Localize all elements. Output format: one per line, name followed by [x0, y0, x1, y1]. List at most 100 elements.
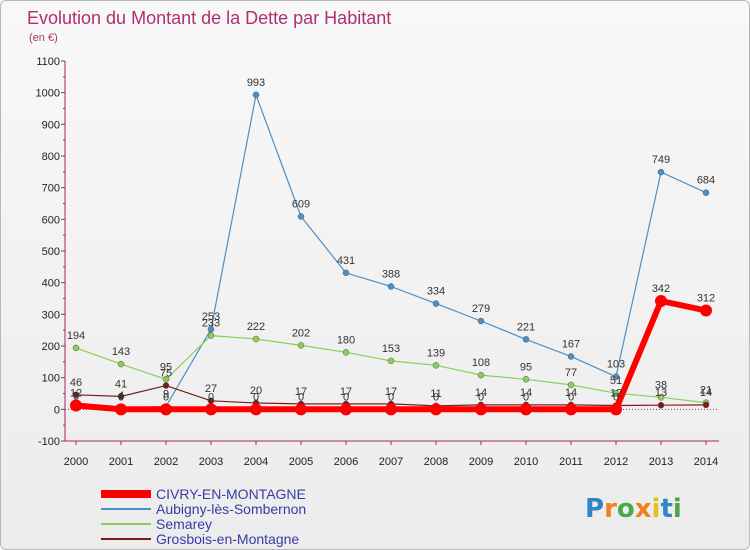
data-label: 749 [652, 154, 670, 166]
data-point [702, 401, 710, 409]
data-label: 41 [115, 378, 127, 390]
data-label: 253 [202, 311, 220, 323]
data-label: 4 [118, 390, 124, 402]
logo-letter: t [660, 494, 672, 524]
y-tick-label: 300 [42, 309, 60, 321]
data-label: 9 [163, 388, 169, 400]
data-point [522, 376, 530, 383]
data-label: 21 [700, 385, 712, 397]
data-point [70, 399, 82, 412]
data-point [205, 403, 217, 416]
chart-title: Evolution du Montant de la Dette par Hab… [27, 8, 391, 28]
data-point [342, 269, 350, 277]
y-tick-label: 800 [42, 151, 60, 163]
x-tick-label: 2005 [289, 456, 313, 468]
data-label: 993 [247, 77, 265, 89]
data-label: 0 [613, 391, 619, 403]
data-point [252, 335, 260, 343]
data-point [477, 317, 485, 325]
data-label: 139 [427, 347, 445, 359]
x-tick-label: 2009 [469, 456, 493, 468]
y-tick-label: 1100 [36, 56, 60, 68]
data-point [117, 360, 125, 368]
data-point [162, 376, 170, 383]
data-label: 12 [70, 388, 82, 400]
data-label: 46 [70, 377, 82, 389]
data-label: 0 [118, 391, 124, 403]
data-point [612, 373, 620, 380]
data-point [610, 403, 622, 416]
data-label: 202 [292, 327, 310, 339]
data-point [432, 300, 440, 307]
data-label: 12 [610, 388, 622, 400]
data-label: 431 [337, 255, 355, 267]
data-point [567, 353, 575, 360]
logo-letter: x [635, 494, 652, 524]
data-label: 0 [343, 391, 349, 403]
data-label: 103 [607, 359, 625, 371]
data-point [162, 382, 170, 389]
x-tick-label: 2000 [64, 456, 88, 468]
data-label: 222 [247, 321, 265, 333]
y-tick-label: 400 [42, 278, 60, 290]
data-label: 14 [565, 387, 577, 399]
logo-letter: o [617, 494, 635, 524]
data-label: 0 [253, 391, 259, 403]
proxiti-logo: Proxiti [585, 494, 682, 524]
data-point [207, 332, 215, 339]
data-label: 51 [610, 375, 622, 387]
x-tick-label: 2014 [694, 456, 718, 468]
data-point [657, 394, 665, 401]
y-tick-label: 0 [54, 404, 60, 416]
data-label: 17 [295, 386, 307, 398]
data-label: 0 [433, 391, 439, 403]
data-label: 0 [523, 391, 529, 403]
data-label: 312 [697, 293, 715, 305]
data-label: 0 [388, 391, 394, 403]
chart-subtitle: (en €) [29, 32, 58, 44]
data-point [297, 213, 305, 220]
data-point [657, 168, 665, 176]
data-label: 0 [478, 391, 484, 403]
data-label: 14 [475, 387, 487, 399]
data-label: 0 [163, 391, 169, 403]
data-point [520, 403, 532, 416]
series-layer [70, 91, 712, 416]
data-label: 221 [517, 321, 535, 333]
data-label: 38 [655, 379, 667, 391]
data-point [387, 357, 395, 365]
data-label: 0 [208, 391, 214, 403]
data-label: 14 [700, 387, 712, 399]
data-label: 334 [427, 286, 445, 298]
y-tick-label: 1000 [36, 88, 60, 100]
data-point [612, 389, 620, 397]
data-point [297, 342, 305, 349]
data-point [565, 403, 577, 416]
data-point [657, 401, 665, 409]
x-tick-label: 2013 [649, 456, 673, 468]
data-label: 27 [205, 383, 217, 395]
y-tick-label: 100 [42, 373, 60, 385]
data-label: 11 [430, 388, 441, 400]
y-tick-label: 700 [42, 183, 60, 195]
data-point [115, 403, 127, 416]
legend-label: Grosbois-en-Montagne [156, 531, 299, 547]
data-point [567, 381, 575, 389]
data-point [117, 393, 125, 400]
logo-letter: i [673, 494, 682, 524]
data-label: 180 [337, 334, 355, 346]
x-tick-label: 2011 [559, 456, 583, 468]
y-tick-label: 900 [42, 119, 60, 131]
data-point [522, 336, 530, 343]
data-point [700, 304, 712, 317]
data-point [655, 295, 667, 308]
data-label: 17 [340, 386, 352, 398]
data-label: 17 [385, 386, 397, 398]
logo-letter: i [652, 494, 661, 524]
data-point [475, 403, 487, 416]
y-tick-label: 600 [42, 214, 60, 226]
data-labels: 3 4 9 253 993 609 431 388 334 279 221 167 103 749 684 1… [67, 77, 715, 403]
x-tick-label: 2007 [379, 456, 403, 468]
